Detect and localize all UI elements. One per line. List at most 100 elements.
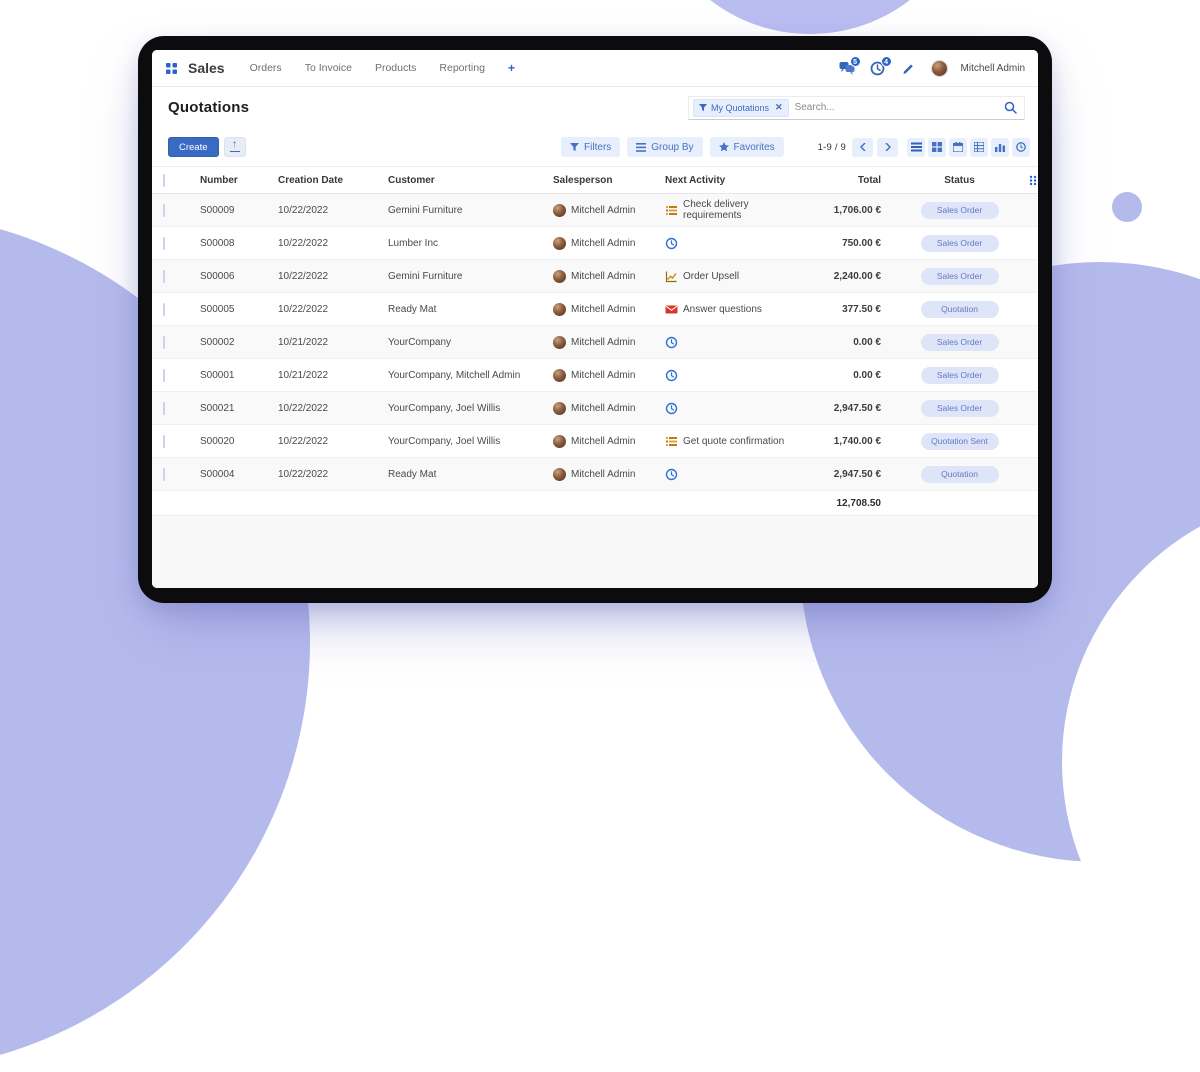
quotations-table: Number Creation Date Customer Salesperso… [152, 166, 1038, 515]
favorites-button[interactable]: Favorites [709, 137, 784, 157]
next-activity[interactable] [665, 402, 801, 415]
column-status[interactable]: Status [944, 174, 975, 186]
next-activity[interactable]: Answer questions [665, 303, 801, 316]
search-bar[interactable]: My Quotations ✕ [688, 95, 1025, 120]
column-date[interactable]: Creation Date [278, 174, 344, 186]
row-checkbox[interactable] [163, 467, 165, 481]
list-view-button[interactable] [907, 137, 925, 157]
total-amount: 0.00 € [853, 369, 881, 381]
footer-total: 12,708.50 [836, 497, 882, 509]
kanban-view-button[interactable] [928, 137, 946, 157]
menu-reporting[interactable]: Reporting [439, 62, 485, 74]
table-row[interactable]: S00009 10/22/2022 Gemini Furniture Mitch… [152, 194, 1038, 227]
upload-button[interactable]: ↑ [223, 137, 246, 157]
row-checkbox[interactable] [163, 269, 165, 283]
apps-grid-icon[interactable] [166, 62, 177, 74]
salesperson-name: Mitchell Admin [571, 468, 636, 480]
row-checkbox[interactable] [163, 302, 165, 316]
pivot-view-button[interactable] [970, 137, 988, 157]
menu-add-icon[interactable]: + [507, 61, 515, 75]
quotation-number: S00005 [200, 303, 235, 315]
content-background [152, 515, 1038, 588]
page-title: Quotations [168, 99, 250, 116]
table-row[interactable]: S00020 10/22/2022 YourCompany, Joel Will… [152, 425, 1038, 458]
row-checkbox[interactable] [163, 335, 165, 349]
table-row[interactable]: S00006 10/22/2022 Gemini Furniture Mitch… [152, 260, 1038, 293]
next-activity[interactable] [665, 468, 801, 481]
next-activity[interactable]: Order Upsell [665, 270, 801, 283]
column-salesperson[interactable]: Salesperson [553, 174, 613, 186]
row-checkbox[interactable] [163, 401, 165, 415]
next-activity[interactable] [665, 369, 801, 382]
search-icon[interactable] [1004, 101, 1017, 114]
row-checkbox[interactable] [163, 203, 165, 217]
quotation-number: S00008 [200, 237, 235, 249]
customer-name: YourCompany, Mitchell Admin [388, 369, 521, 381]
activities-icon[interactable]: 4 [869, 56, 892, 76]
salesperson-name: Mitchell Admin [571, 336, 636, 348]
status-badge: Quotation [920, 300, 999, 318]
customer-name: Ready Mat [388, 303, 437, 315]
clock-icon [665, 237, 678, 250]
main-menu: Orders To Invoice Products Reporting + [250, 61, 515, 75]
column-activity[interactable]: Next Activity [665, 174, 726, 186]
pencil-icon[interactable] [900, 60, 918, 76]
activity-view-button[interactable] [1012, 137, 1030, 157]
list-view-icon [910, 142, 922, 152]
search-input[interactable] [788, 102, 1004, 113]
total-amount: 2,240.00 € [833, 270, 881, 282]
menu-to-invoice[interactable]: To Invoice [304, 62, 352, 74]
user-avatar[interactable] [930, 59, 948, 77]
table-row[interactable]: S00021 10/22/2022 YourCompany, Joel Will… [152, 392, 1038, 425]
pager-next-button[interactable] [877, 137, 898, 157]
funnel-icon [699, 103, 707, 111]
table-row[interactable]: S00005 10/22/2022 Ready Mat Mitchell Adm… [152, 293, 1038, 326]
row-checkbox[interactable] [163, 236, 165, 250]
table-header-row: Number Creation Date Customer Salesperso… [152, 166, 1038, 194]
app-name[interactable]: Sales [188, 60, 225, 76]
table-row[interactable]: S00008 10/22/2022 Lumber Inc Mitchell Ad… [152, 227, 1038, 260]
customer-name: Gemini Furniture [388, 270, 463, 282]
select-all-checkbox[interactable] [163, 173, 165, 187]
chart-icon [665, 270, 678, 283]
customer-name: YourCompany, Joel Willis [388, 435, 501, 447]
column-customer[interactable]: Customer [388, 174, 435, 186]
mail-icon [665, 303, 678, 316]
table-row[interactable]: S00002 10/21/2022 YourCompany Mitchell A… [152, 326, 1038, 359]
graph-view-button[interactable] [991, 137, 1009, 157]
row-checkbox[interactable] [163, 368, 165, 382]
next-activity[interactable] [665, 336, 801, 349]
creation-date: 10/21/2022 [278, 336, 329, 348]
total-amount: 377.50 € [842, 303, 881, 315]
group-by-button[interactable]: Group By [627, 137, 703, 157]
facet-remove-icon[interactable]: ✕ [775, 102, 783, 112]
table-row[interactable]: S00004 10/22/2022 Ready Mat Mitchell Adm… [152, 458, 1038, 491]
pager-previous-button[interactable] [852, 137, 873, 157]
total-amount: 1,706.00 € [833, 204, 881, 216]
table-row[interactable]: S00001 10/21/2022 YourCompany, Mitchell … [152, 359, 1038, 392]
menu-products[interactable]: Products [374, 62, 417, 74]
optional-columns-icon[interactable] [1029, 175, 1037, 189]
tasks-icon [665, 204, 678, 217]
filters-button[interactable]: Filters [561, 137, 621, 157]
salesperson-avatar [553, 302, 566, 316]
next-activity[interactable]: Get quote confirmation [665, 435, 801, 448]
row-checkbox[interactable] [163, 434, 165, 448]
status-badge: Sales Order [920, 267, 999, 285]
total-amount: 2,947.50 € [833, 468, 881, 480]
total-amount: 750.00 € [842, 237, 881, 249]
menu-orders[interactable]: Orders [249, 62, 282, 74]
column-total[interactable]: Total [857, 174, 881, 186]
messages-badge: 5 [849, 56, 861, 67]
column-number[interactable]: Number [200, 174, 238, 186]
activity-label: Order Upsell [683, 270, 740, 282]
create-button[interactable]: Create [168, 137, 219, 157]
user-name[interactable]: Mitchell Admin [960, 62, 1025, 74]
envelope-icon [665, 305, 678, 313]
messages-icon[interactable]: 5 [838, 56, 861, 76]
next-activity[interactable] [665, 237, 801, 250]
filter-facet[interactable]: My Quotations ✕ [693, 98, 789, 117]
next-activity[interactable]: Check delivery requirements [665, 199, 801, 221]
calendar-view-button[interactable] [949, 137, 967, 157]
tasks-icon [666, 205, 677, 215]
